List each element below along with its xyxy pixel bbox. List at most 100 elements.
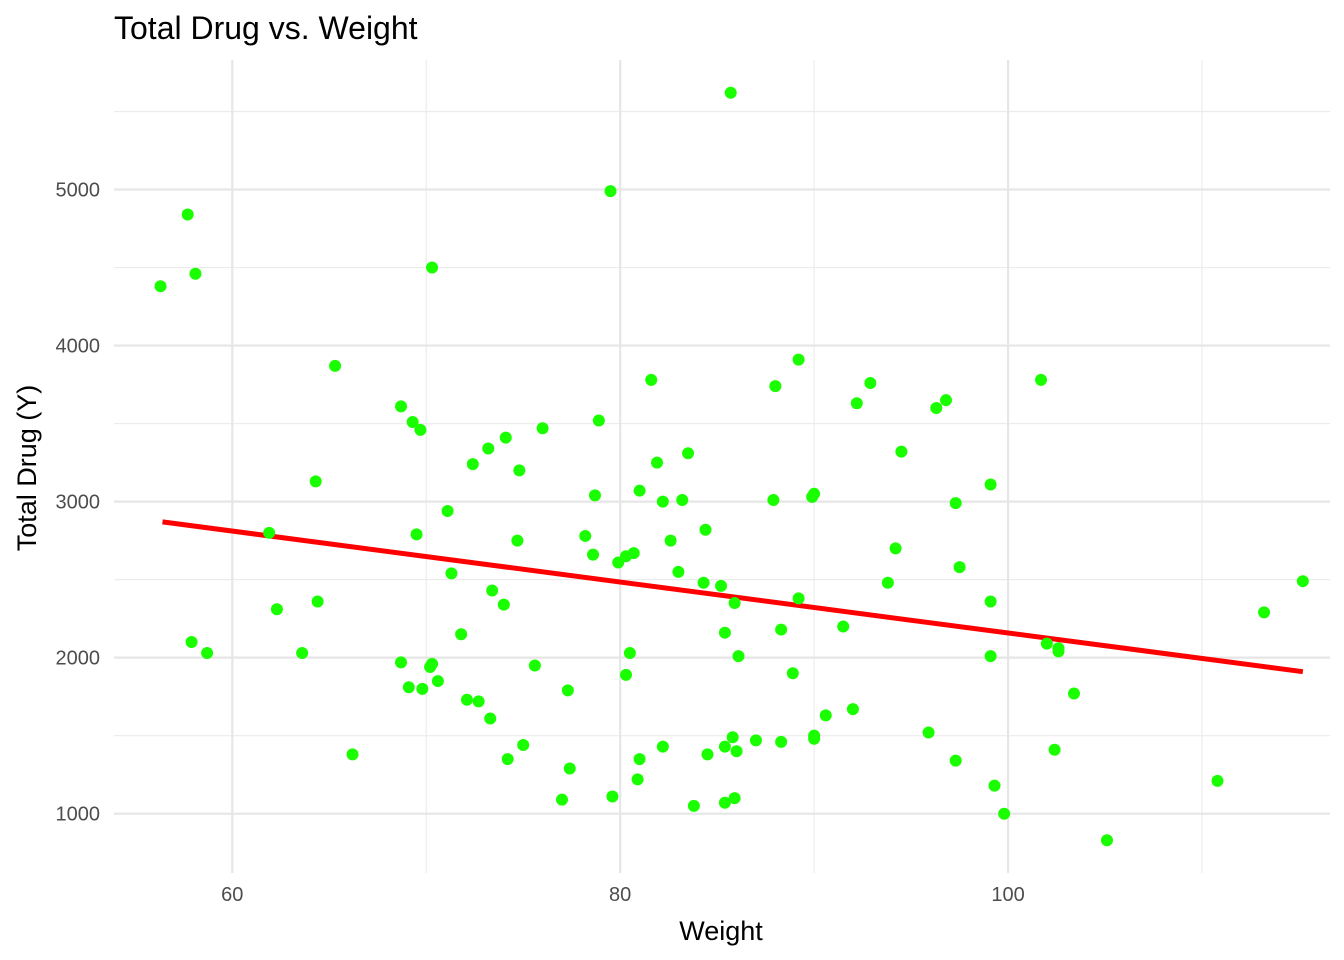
data-point [633, 484, 646, 497]
data-point [1258, 606, 1271, 619]
data-point [792, 592, 805, 605]
data-point [728, 597, 741, 610]
data-point [889, 542, 902, 555]
data-point [984, 478, 997, 491]
data-point [998, 807, 1011, 820]
data-point [881, 576, 894, 589]
data-point [1100, 834, 1113, 847]
data-point [455, 628, 468, 641]
major-gridlines [114, 60, 1330, 873]
data-point [556, 793, 568, 806]
data-point [189, 267, 202, 280]
y-tick-label: 3000 [56, 492, 101, 514]
data-point [724, 86, 737, 99]
data-point [808, 487, 821, 500]
data-point [767, 494, 780, 507]
data-point [563, 762, 576, 775]
data-point [1211, 774, 1224, 787]
data-point [513, 464, 526, 477]
data-point [431, 675, 444, 688]
data-point [949, 754, 962, 767]
data-point [715, 579, 728, 592]
data-point [732, 650, 745, 663]
data-point [416, 682, 429, 695]
data-point [497, 598, 510, 611]
data-point [623, 646, 636, 659]
data-point [181, 208, 194, 221]
data-point [309, 475, 322, 488]
data-point [769, 380, 782, 393]
data-point [953, 561, 966, 574]
data-point [592, 414, 605, 427]
data-point [728, 792, 741, 805]
data-point [466, 458, 479, 471]
trend-line [162, 519, 1304, 675]
data-point [620, 668, 632, 681]
chart-title: Total Drug vs. Weight [114, 10, 418, 46]
data-point [414, 423, 427, 436]
data-point [499, 431, 512, 444]
data-point [676, 494, 689, 507]
data-point [441, 504, 454, 517]
data-point [561, 684, 574, 697]
data-point [424, 661, 437, 674]
trend-line-group [162, 519, 1304, 675]
data-point [775, 735, 788, 748]
data-point [846, 703, 859, 716]
data-point [808, 732, 821, 745]
data-point [426, 261, 439, 274]
y-tick-label: 1000 [56, 804, 101, 826]
data-point [311, 595, 324, 608]
y-axis-label: Total Drug (Y) [12, 385, 42, 552]
y-tick-label: 4000 [56, 336, 101, 358]
data-point [699, 523, 712, 536]
data-point [528, 659, 541, 672]
data-point [486, 584, 499, 597]
data-point [484, 712, 497, 725]
data-point [536, 422, 549, 435]
data-point [406, 416, 419, 429]
data-point [410, 528, 423, 541]
x-axis-tick-labels: 60 80 100 [221, 884, 1025, 906]
data-point [511, 534, 524, 547]
data-point [718, 740, 731, 753]
data-point [819, 709, 832, 722]
x-tick-label: 60 [221, 884, 243, 906]
data-point [201, 646, 214, 659]
data-point [664, 534, 677, 547]
data-point [682, 447, 695, 460]
x-axis-label: Weight [679, 916, 763, 946]
y-tick-label: 5000 [56, 180, 101, 202]
data-point [1048, 743, 1061, 756]
data-point [984, 595, 997, 608]
x-tick-label: 80 [609, 884, 631, 906]
data-point [718, 626, 731, 639]
data-point [837, 620, 850, 633]
data-point [922, 726, 935, 739]
data-point [395, 400, 408, 413]
data-point [346, 748, 359, 761]
data-point [445, 567, 458, 580]
data-points [154, 86, 1309, 847]
data-point [1035, 373, 1048, 386]
data-point [726, 731, 739, 744]
data-point [786, 667, 799, 680]
data-point [579, 529, 592, 542]
data-point [482, 442, 495, 455]
data-point [460, 693, 473, 706]
data-point [1052, 645, 1065, 658]
data-point [270, 603, 283, 616]
data-point [930, 401, 943, 414]
data-point [718, 796, 731, 809]
data-point [587, 548, 600, 561]
minor-gridlines [114, 60, 1330, 873]
data-point [984, 650, 997, 663]
data-point [792, 353, 805, 366]
data-point [633, 753, 646, 766]
data-point [604, 185, 617, 198]
y-axis-tick-labels: 1000 2000 3000 4000 5000 [56, 180, 101, 826]
data-point [775, 623, 788, 636]
x-tick-label: 100 [991, 884, 1024, 906]
data-point [988, 779, 1001, 792]
data-point [645, 373, 658, 386]
